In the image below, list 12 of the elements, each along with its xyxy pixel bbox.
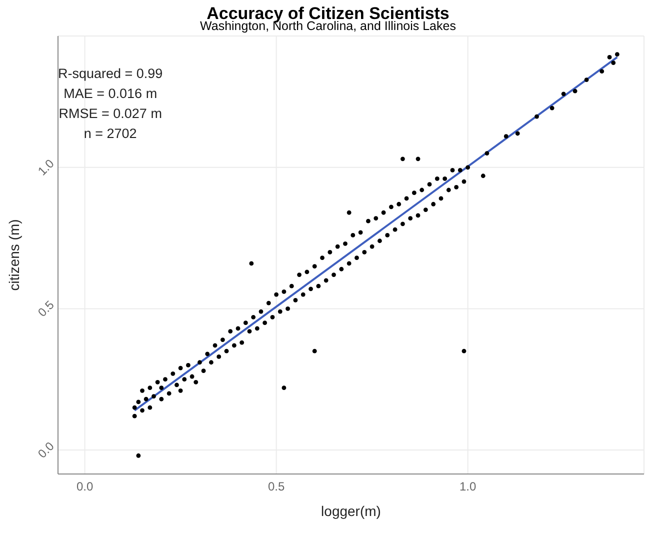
x-axis-title: logger(m) [321, 503, 381, 519]
x-tick-label: 0.0 [76, 480, 94, 494]
annotation: n = 2702 [82, 125, 138, 143]
y-tick-label: 0.5 [35, 298, 58, 320]
annotation: MAE = 0.016 m [62, 85, 158, 103]
y-axis-title: citizens (m) [6, 219, 22, 291]
y-tick-label: 0.0 [35, 438, 58, 461]
annotation: RMSE = 0.027 m [58, 105, 163, 123]
y-tick-label: 1.0 [35, 156, 58, 178]
annotation: R-squared = 0.99 [58, 65, 163, 83]
x-tick-label: 0.5 [268, 480, 285, 494]
x-tick-label: 1.0 [459, 480, 476, 494]
